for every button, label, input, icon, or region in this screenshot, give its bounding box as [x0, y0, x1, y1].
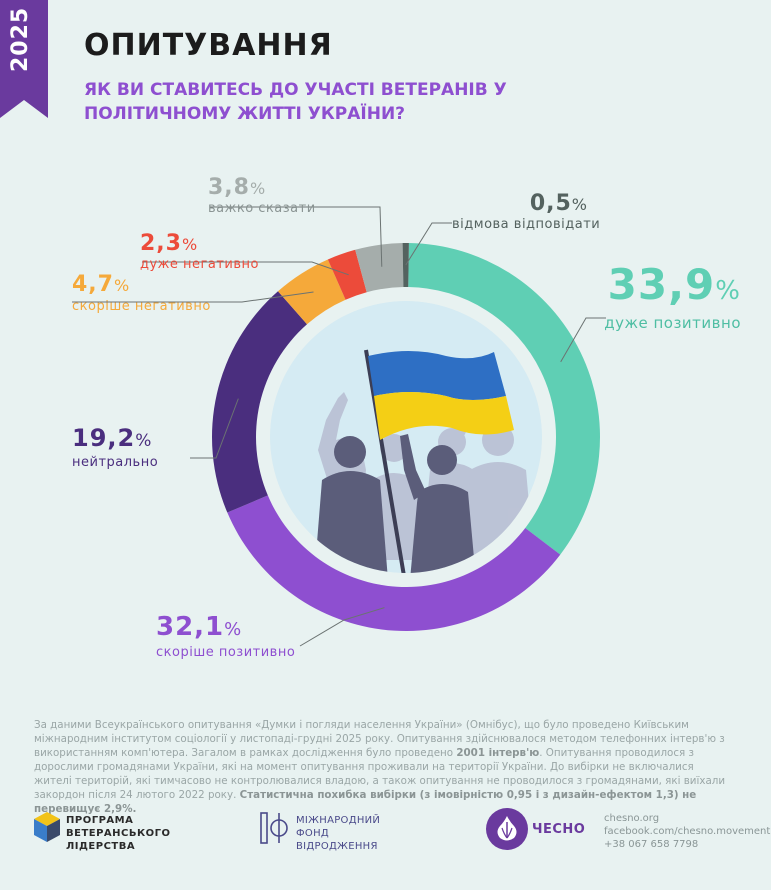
slice-rather-positive	[227, 495, 561, 631]
leader-rather-negative	[72, 291, 314, 303]
pct-sign: %	[224, 619, 243, 640]
value-hard-to-say: 3,8	[208, 175, 250, 200]
phone-number: +38 067 658 7798	[604, 839, 699, 850]
facebook-link[interactable]: facebook.com/chesno.movement	[604, 826, 771, 837]
leader-refused	[405, 222, 452, 266]
slice-refused	[402, 243, 409, 288]
caption-neutral: нейтрально	[72, 455, 159, 470]
garlic-icon	[486, 808, 528, 850]
caption-refused: відмова відповідати	[452, 217, 601, 232]
slice-hard-to-say	[355, 243, 404, 293]
leader-rather-positive	[299, 607, 385, 647]
leader-very-negative	[142, 261, 349, 276]
value-very-negative: 2,3	[140, 231, 182, 256]
slice-neutral	[211, 291, 308, 513]
pct-sign: %	[113, 276, 131, 295]
leader-very-positive	[560, 317, 606, 363]
donut-chart	[72, 206, 606, 647]
flag-illustration	[270, 301, 542, 573]
label-very-negative: 2,3% дуже негативно	[140, 231, 259, 273]
irf-icon	[260, 812, 288, 844]
label-hard-to-say: 3,8% важко сказати	[208, 175, 316, 217]
pct-sign: %	[181, 235, 199, 254]
pct-sign: %	[135, 431, 153, 451]
label-rather-positive: 32,1% скоріше позитивно	[156, 612, 295, 660]
caption-rather-positive: скоріше позитивно	[156, 645, 296, 660]
label-very-positive: 33,9% дуже позитивно	[596, 260, 741, 333]
value-refused: 0,5	[529, 191, 572, 216]
value-rather-negative: 4,7	[72, 272, 114, 297]
methodology-footnote: За даними Всеукраїнського опитування «Ду…	[34, 719, 726, 815]
leader-hard-to-say	[210, 206, 383, 267]
label-refused: 0,5% відмова відповідати	[452, 191, 601, 233]
value-rather-positive: 32,1	[156, 612, 225, 642]
website-link[interactable]: chesno.org	[604, 813, 660, 824]
caption-very-positive: дуже позитивно	[604, 314, 741, 332]
label-leader-lines	[72, 206, 606, 647]
caption-very-negative: дуже негативно	[140, 257, 259, 272]
value-very-positive: 33,9	[607, 260, 716, 309]
value-neutral: 19,2	[72, 424, 136, 452]
donut-slices	[211, 243, 600, 631]
label-rather-negative: 4,7% скоріше негативно	[72, 272, 211, 314]
pct-sign: %	[249, 179, 267, 198]
page-subtitle: ЯК ВИ СТАВИТЕСЬ ДО УЧАСТІ ВЕТЕРАНІВ У ПО…	[84, 80, 507, 124]
label-neutral: 19,2% нейтрально	[72, 424, 158, 470]
contacts: chesno.org facebook.com/chesno.movement …	[604, 812, 770, 851]
cube-icon	[34, 812, 60, 842]
caption-rather-negative: скоріше негативно	[72, 299, 211, 314]
caption-hard-to-say: важко сказати	[208, 201, 316, 216]
year-tag: 2025	[0, 0, 48, 118]
slice-very-positive	[408, 243, 600, 555]
pct-sign: %	[715, 276, 741, 306]
leader-neutral	[190, 398, 239, 459]
page-title: ОПИТУВАННЯ	[84, 28, 333, 63]
pct-sign: %	[571, 195, 588, 214]
